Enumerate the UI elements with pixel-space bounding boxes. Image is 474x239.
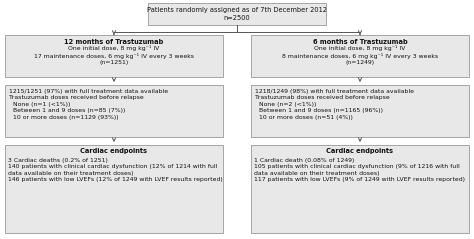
FancyBboxPatch shape: [5, 85, 223, 137]
FancyBboxPatch shape: [251, 145, 469, 233]
Text: Cardiac endpoints: Cardiac endpoints: [327, 148, 393, 154]
FancyBboxPatch shape: [251, 85, 469, 137]
Text: 1218/1249 (98%) with full treatment data available
Trastuzumab doses received be: 1218/1249 (98%) with full treatment data…: [255, 89, 414, 120]
FancyBboxPatch shape: [5, 145, 223, 233]
Text: 6 months of Trastuzumab: 6 months of Trastuzumab: [313, 39, 407, 45]
Text: One initial dose, 8 mg kg⁻¹ IV
17 maintenance doses, 6 mg kg⁻¹ IV every 3 weeks
: One initial dose, 8 mg kg⁻¹ IV 17 mainte…: [34, 45, 194, 65]
Text: 3 Cardiac deaths (0.2% of 1251)
140 patients with clinical cardiac dysfunction (: 3 Cardiac deaths (0.2% of 1251) 140 pati…: [8, 158, 223, 182]
Text: 1215/1251 (97%) with full treatment data available
Trastuzumab doses received be: 1215/1251 (97%) with full treatment data…: [9, 89, 168, 120]
Text: 1 Cardiac death (0.08% of 1249)
105 patients with clinical cardiac dysfunction (: 1 Cardiac death (0.08% of 1249) 105 pati…: [254, 158, 465, 182]
Text: n=2500: n=2500: [224, 15, 250, 21]
FancyBboxPatch shape: [5, 35, 223, 77]
Text: One initial dose, 8 mg kg⁻¹ IV
8 maintenance doses, 6 mg kg⁻¹ IV every 3 weeks
(: One initial dose, 8 mg kg⁻¹ IV 8 mainten…: [282, 45, 438, 65]
Text: 12 months of Trastuzumab: 12 months of Trastuzumab: [64, 39, 164, 45]
FancyBboxPatch shape: [251, 35, 469, 77]
Text: Cardiac endpoints: Cardiac endpoints: [81, 148, 147, 154]
Text: Patients randomly assigned as of 7th December 2012: Patients randomly assigned as of 7th Dec…: [147, 7, 327, 13]
FancyBboxPatch shape: [148, 3, 326, 25]
